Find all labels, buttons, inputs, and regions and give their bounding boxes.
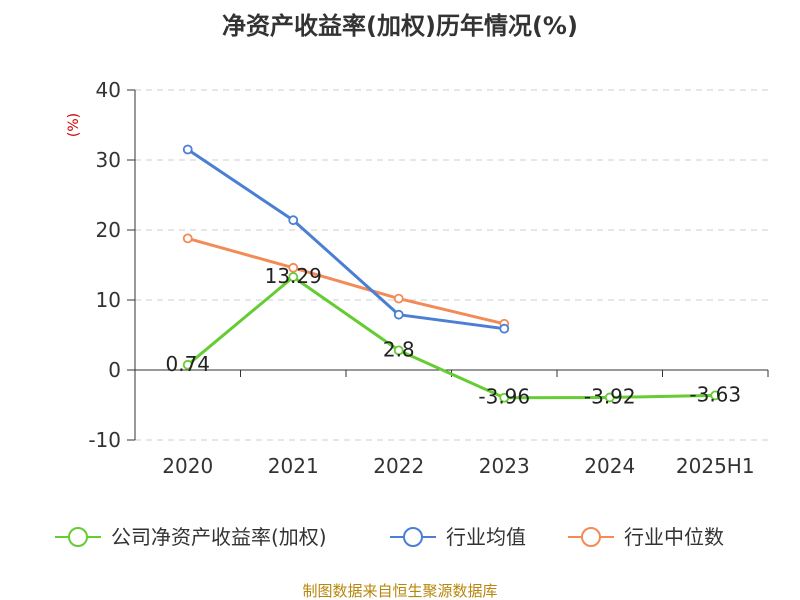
axes: -10 0 10 20 30 40 2020 2021 2022 2023 2024 2025H1	[88, 78, 769, 478]
series-point-2	[393, 293, 404, 304]
legend-item-2[interactable]: 行业中位数	[568, 525, 724, 549]
series-point-2	[182, 233, 193, 244]
data-labels: 0.74 13.29 2.8 -3.96 -3.92 -3.63	[165, 264, 741, 409]
x-tick-label: 2022	[373, 454, 424, 478]
y-axis-unit-label: (%)	[66, 113, 82, 137]
data-label: 2.8	[383, 337, 415, 361]
series-point-1	[288, 215, 299, 226]
x-tick-label: 2020	[162, 454, 213, 478]
data-label: -3.92	[584, 384, 636, 408]
y-tick-label: 30	[96, 148, 121, 172]
series-point-0	[288, 272, 299, 282]
grid-lines	[135, 89, 768, 441]
y-tick-label: 40	[96, 78, 121, 102]
y-tick-label: 10	[96, 288, 121, 312]
data-label: -3.63	[689, 382, 741, 406]
legend[interactable]: 公司净资产收益率(加权) 行业均值 行业中位数	[55, 525, 724, 549]
series-point-0	[710, 390, 721, 401]
legend-item-1[interactable]: 行业均值	[390, 525, 526, 549]
legend-item-0[interactable]: 公司净资产收益率(加权)	[55, 525, 327, 549]
series-point-1	[182, 144, 193, 155]
series-point-0	[499, 392, 510, 403]
series-line-0	[186, 275, 716, 400]
y-tick-label: 0	[108, 358, 121, 382]
series-point-1	[499, 323, 510, 334]
y-tick-label: 20	[96, 218, 121, 242]
legend-label: 公司净资产收益率(加权)	[111, 525, 327, 549]
series-layer	[182, 144, 721, 403]
series-point-0	[604, 392, 615, 403]
series-point-1	[393, 309, 404, 320]
series-line-1	[186, 148, 505, 331]
x-tick-label: 2023	[479, 454, 530, 478]
legend-label: 行业均值	[446, 525, 526, 549]
legend-label: 行业中位数	[624, 525, 724, 549]
data-label: 13.29	[265, 264, 322, 288]
y-tick-label: -10	[88, 428, 121, 452]
series-line-2	[187, 236, 505, 326]
x-tick-label: 2024	[584, 454, 635, 478]
series-point-2	[288, 262, 299, 273]
legend-marker	[68, 527, 88, 547]
chart-title: 净资产收益率(加权)历年情况(%)	[222, 12, 578, 40]
legend-marker	[581, 527, 601, 547]
series-point-0	[393, 345, 404, 356]
legend-marker	[403, 527, 423, 547]
x-tick-label: 2025H1	[676, 454, 755, 478]
data-source-note: 制图数据来自恒生聚源数据库	[302, 582, 497, 600]
data-label: 0.74	[165, 352, 210, 376]
data-label: -3.96	[478, 385, 530, 409]
x-tick-label: 2021	[268, 454, 319, 478]
series-point-0	[182, 359, 193, 370]
